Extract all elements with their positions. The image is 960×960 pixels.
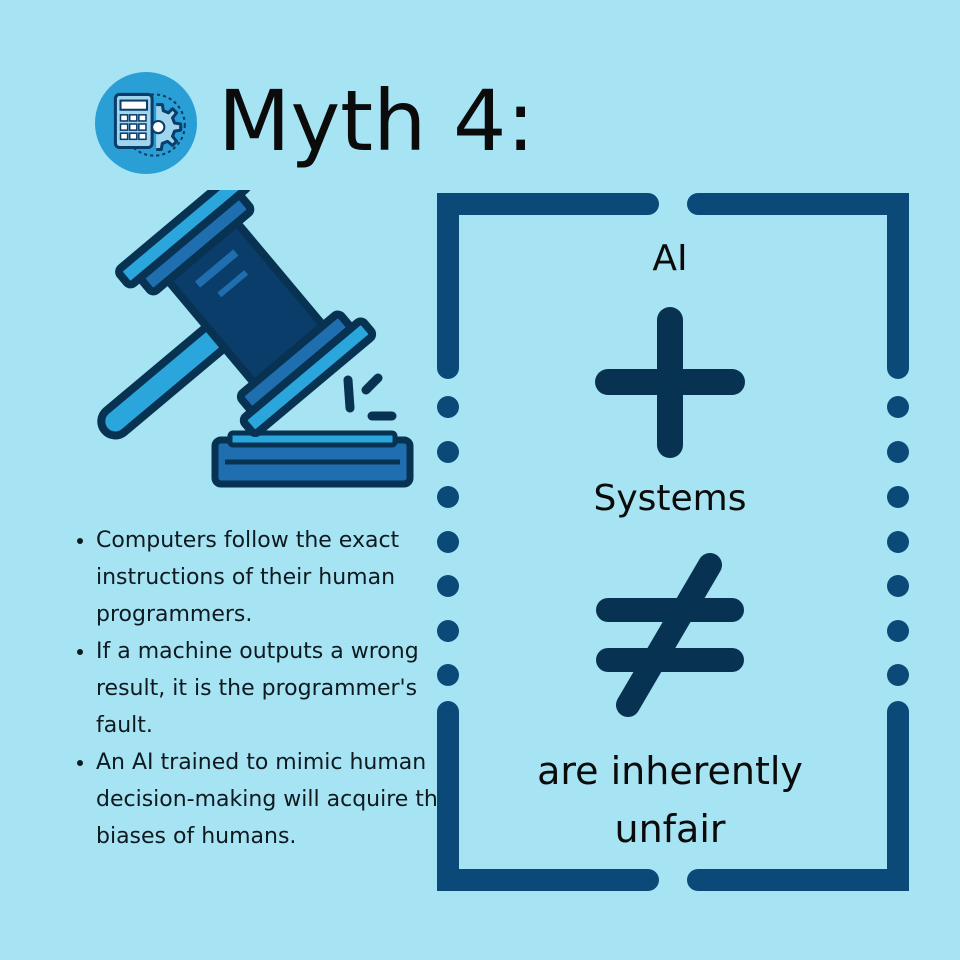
list-item: An AI trained to mimic human decision-ma… [96,744,456,855]
equation-conclusion: are inherently unfair [470,742,870,858]
equation-term-systems: Systems [593,478,747,519]
gavel-icon [97,190,414,488]
equation-frame [437,193,909,891]
equation-term-ai: AI [652,238,688,279]
calculator-gear-icon [95,72,197,174]
bullet-list: Computers follow the exact instructions … [66,522,456,855]
list-item: If a machine outputs a wrong result, it … [96,633,456,744]
not-equal-icon [596,553,744,717]
plus-icon [595,307,745,458]
list-item: Computers follow the exact instructions … [96,522,456,633]
conclusion-line-2: unfair [614,807,726,851]
conclusion-line-1: are inherently [537,749,803,793]
page-title: Myth 4: [218,72,535,170]
